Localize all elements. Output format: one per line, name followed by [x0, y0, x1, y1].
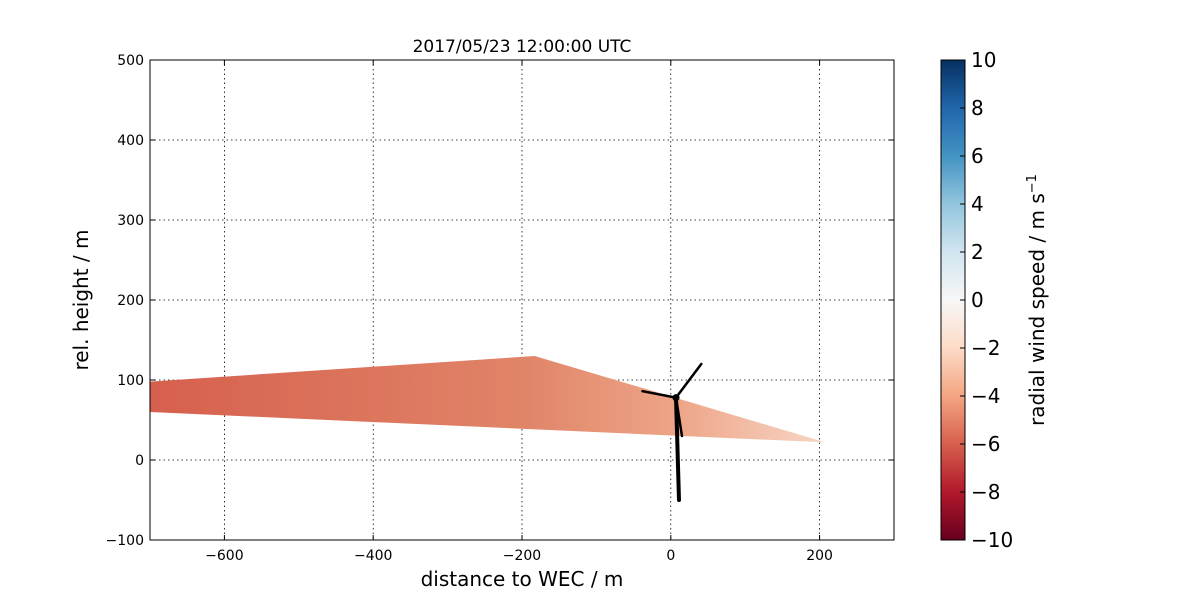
x-tick-label: 200 [806, 548, 833, 564]
colorbar-tick-label: −4 [971, 384, 1000, 408]
y-tick-label: 400 [117, 133, 144, 149]
y-tick-label: 200 [117, 293, 144, 309]
y-tick-label: 300 [117, 213, 144, 229]
grid-lines [150, 60, 894, 540]
wind-turbine [641, 362, 703, 502]
radial-wind-field [150, 356, 826, 443]
colorbar: 10 8 6 4 2 0 −2 −4 −6 −8 −10 radial wind speed / m… [940, 48, 1049, 552]
colorbar-ticks: 10 8 6 4 2 0 −2 −4 −6 −8 −10 [960, 48, 1013, 552]
turbine-blade [674, 362, 703, 399]
y-tick-label: 0 [135, 453, 144, 469]
x-tick-label: −400 [354, 548, 392, 564]
colorbar-tick-label: −6 [971, 432, 1000, 456]
colorbar-tick-label: 6 [971, 144, 984, 168]
colorbar-label: radial wind speed / m s−1 [1025, 174, 1049, 426]
colorbar-tick-label: 4 [971, 192, 984, 216]
y-tick-label: −100 [106, 533, 144, 549]
colorbar-label-exponent: −1 [1025, 174, 1040, 193]
y-axis-label: rel. height / m [69, 229, 93, 370]
x-axis-ticks: −600 −400 −200 0 200 [205, 60, 833, 564]
turbine-blade [674, 396, 684, 438]
chart-title: 2017/05/23 12:00:00 UTC [413, 37, 632, 57]
turbine-hub [672, 394, 680, 402]
y-axis-ticks: −100 0 100 200 300 400 500 [106, 53, 894, 549]
plot-area: −600 −400 −200 0 200 −100 0 100 200 300 400 500 [106, 53, 895, 564]
colorbar-tick-label: −8 [971, 480, 1000, 504]
colorbar-tick-label: 8 [971, 96, 984, 120]
x-tick-label: 0 [666, 548, 675, 564]
turbine-tower [674, 395, 681, 502]
colorbar-tick-label: 10 [971, 48, 996, 72]
colorbar-tick-label: 0 [971, 288, 984, 312]
x-tick-label: −200 [503, 548, 541, 564]
y-tick-label: 100 [117, 373, 144, 389]
x-tick-label: −600 [205, 548, 243, 564]
turbine-blade [641, 389, 678, 399]
x-axis-label: distance to WEC / m [421, 567, 624, 591]
colorbar-tick-label: −2 [971, 336, 1000, 360]
colorbar-tick-label: 2 [971, 240, 984, 264]
colorbar-tick-label: −10 [971, 528, 1013, 552]
y-tick-label: 500 [117, 53, 144, 69]
